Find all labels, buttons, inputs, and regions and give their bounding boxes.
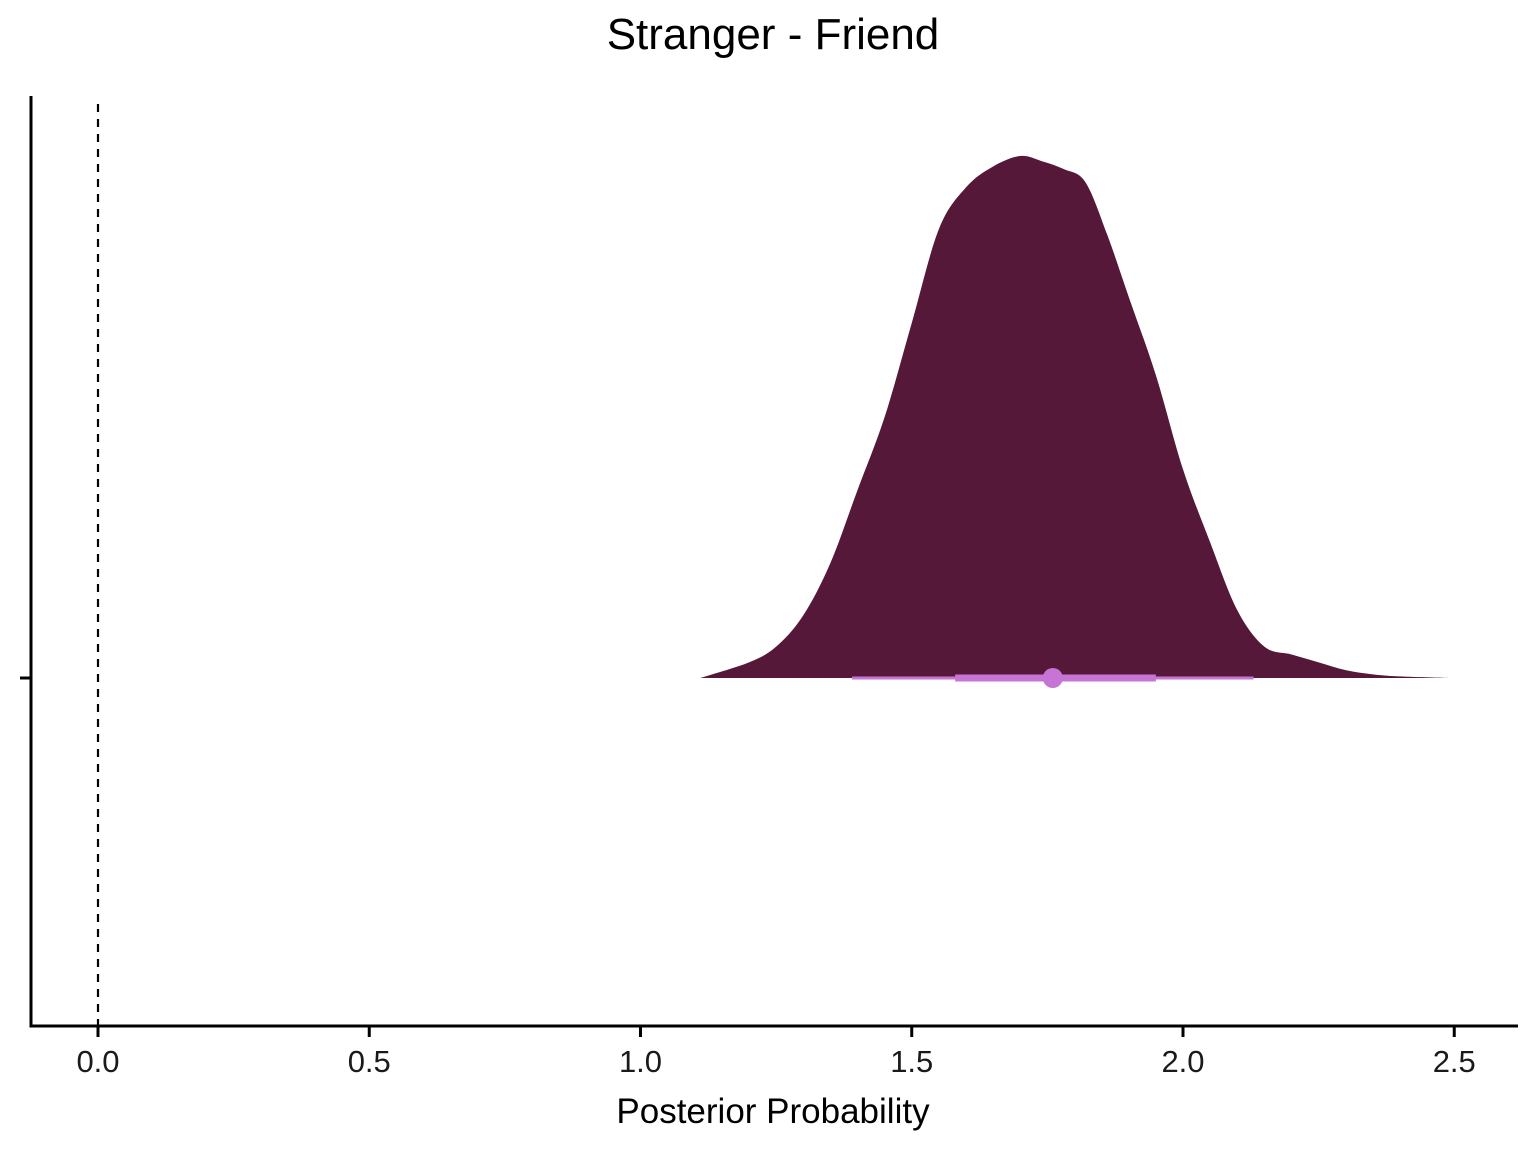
x-tick-label: 2.0: [1161, 1044, 1204, 1079]
x-axis-label: Posterior Probability: [616, 1092, 930, 1131]
x-axis-ticks: 0.0 0.5 1.0 1.5 2.0 2.5: [76, 1026, 1476, 1079]
x-tick-label: 0.5: [348, 1044, 391, 1079]
x-tick-label: 1.5: [890, 1044, 933, 1079]
density-area: [700, 155, 1449, 678]
x-tick-label: 0.0: [76, 1044, 119, 1079]
point-estimate-dot: [1042, 668, 1063, 688]
x-tick-label: 2.5: [1433, 1044, 1476, 1079]
x-tick-label: 1.0: [619, 1044, 662, 1079]
chart-title: Stranger - Friend: [606, 10, 940, 59]
